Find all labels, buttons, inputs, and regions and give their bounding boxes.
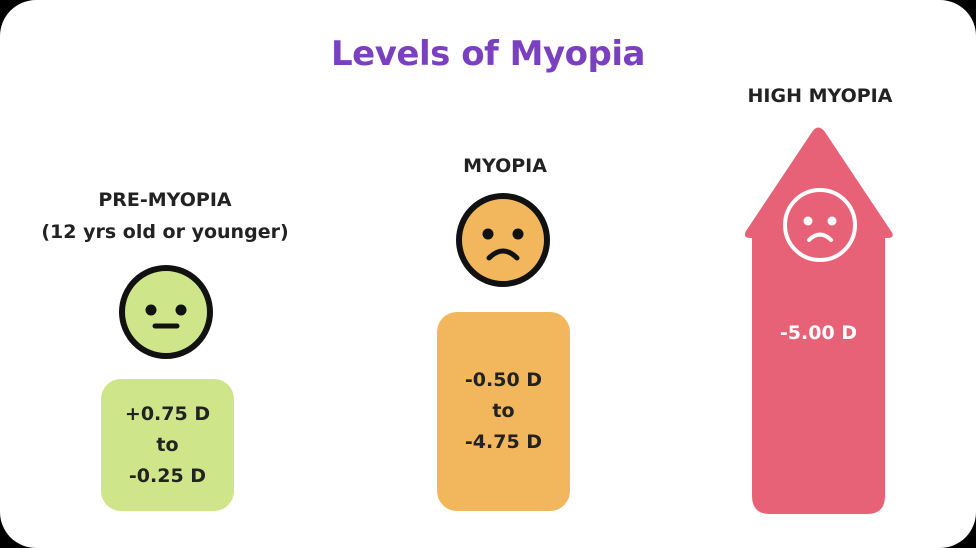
- myopia-range-connector: to: [492, 400, 515, 422]
- pre-myopia-range-box: +0.75 D to -0.25 D: [101, 379, 234, 511]
- pre-myopia-label: PRE-MYOPIA: [98, 189, 232, 211]
- high-myopia-label: HIGH MYOPIA: [747, 85, 893, 107]
- myopia-range-from: -0.50 D: [464, 369, 543, 391]
- frown-face-outline-icon: [783, 188, 857, 262]
- myopia-range-box: -0.50 D to -4.75 D: [437, 312, 570, 511]
- pre-myopia-heading: PRE-MYOPIA (12 yrs old or younger): [30, 184, 300, 248]
- up-arrow-shape: [744, 125, 893, 514]
- myopia-range-to: -4.75 D: [464, 431, 543, 453]
- pre-myopia-subtitle: (12 yrs old or younger): [41, 221, 289, 243]
- myopia-label: MYOPIA: [463, 155, 547, 177]
- pre-myopia-range-connector: to: [156, 433, 179, 456]
- high-myopia-value: -5.00 D: [779, 322, 858, 344]
- pre-myopia-range-to: -0.25 D: [128, 464, 207, 487]
- neutral-face-icon: [119, 265, 213, 359]
- frown-face-icon: [456, 193, 550, 287]
- page-title: Levels of Myopia: [331, 34, 645, 74]
- pre-myopia-range-from: +0.75 D: [124, 402, 211, 425]
